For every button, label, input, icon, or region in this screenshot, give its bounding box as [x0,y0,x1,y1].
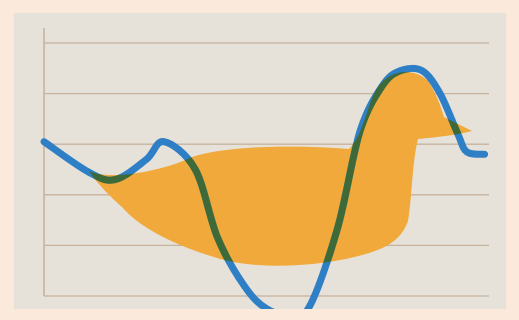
series-line-0 [40,64,489,309]
duck-silhouette-icon [89,72,472,266]
series-lines [40,64,489,309]
line-chart [40,28,489,309]
chart-panel [14,13,506,309]
duck-body [89,72,472,266]
